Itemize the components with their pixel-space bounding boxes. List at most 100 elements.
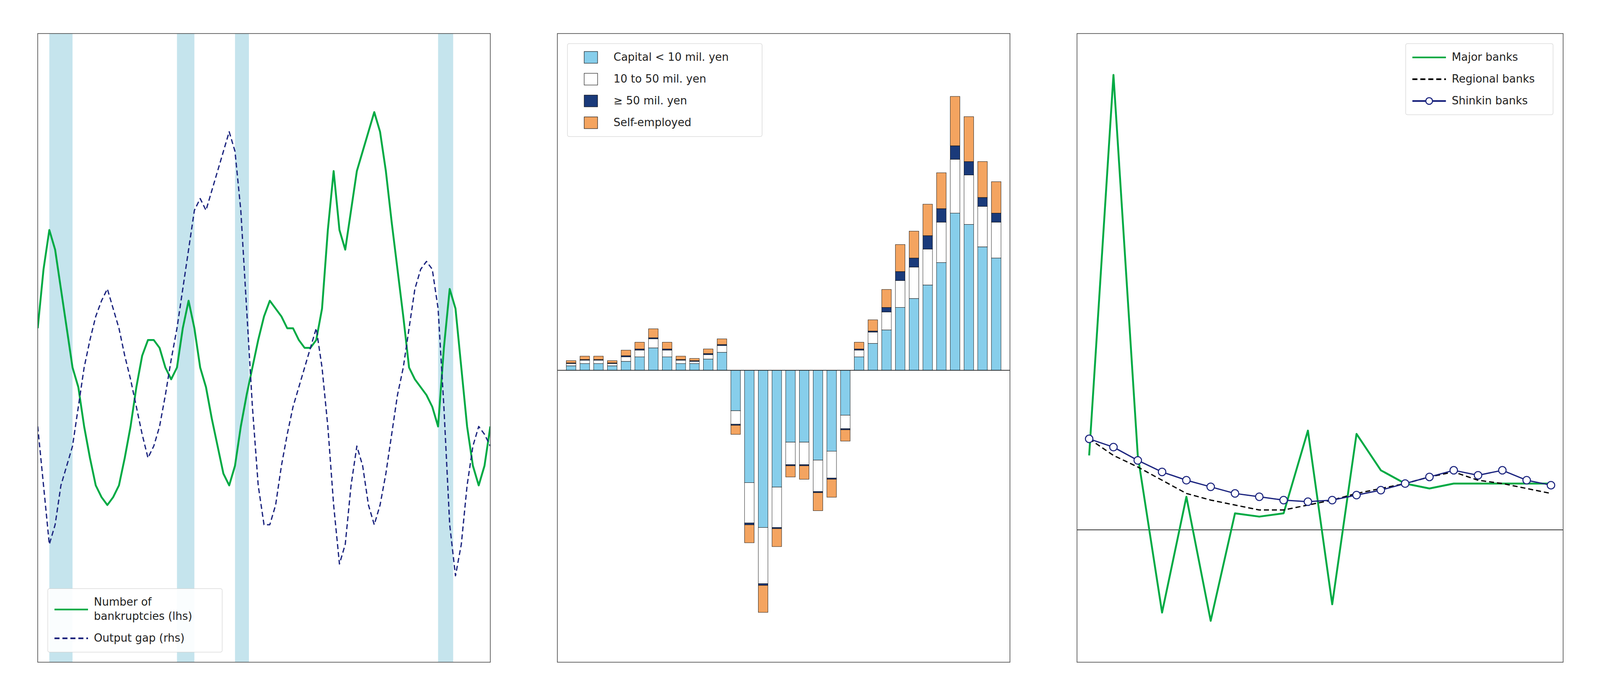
bar-segment: [634, 342, 645, 350]
bar-segment: [744, 482, 755, 523]
bar-segment: [689, 361, 700, 364]
legend-label: Capital < 10 mil. yen: [613, 50, 729, 64]
bar-segment: [758, 585, 768, 613]
bar-segment: [730, 424, 741, 426]
zero-line: [557, 370, 1010, 371]
plot-area: [1077, 75, 1564, 622]
bar-segment: [675, 356, 686, 360]
bar-segment: [840, 415, 851, 429]
bar-segment: [785, 465, 796, 477]
bar-segment: [826, 478, 837, 480]
legend-label: ≥ 50 mil. yen: [613, 94, 688, 107]
bar-segment: [963, 175, 974, 225]
legend: Capital < 10 mil. yen10 to 50 mil. yen≥ …: [567, 43, 763, 137]
legend-swatch: [584, 51, 598, 64]
series-marker: [1425, 473, 1434, 481]
bar-segment: [744, 370, 755, 483]
bar-segment: [840, 429, 851, 442]
legend-line: [54, 637, 89, 640]
legend-label: Regional banks: [1451, 72, 1535, 86]
figure: Number ofbankruptcies (lhs)Output gap (r…: [0, 0, 1600, 697]
legend-swatch: [584, 95, 598, 107]
bar-segment: [908, 258, 919, 267]
series-marker: [1085, 434, 1093, 443]
bar-segment: [566, 365, 576, 371]
bar-segment: [922, 284, 933, 371]
bar-segment: [730, 370, 741, 411]
bar-segment: [717, 352, 727, 371]
bar-segment: [812, 492, 823, 511]
bar-segment: [867, 332, 878, 344]
bar-segment: [593, 356, 604, 360]
bar-segment: [579, 363, 590, 371]
bar-segment: [607, 363, 617, 366]
shaded-region: [235, 33, 249, 663]
bar-segment: [991, 258, 1002, 371]
legend-label: Major banks: [1451, 50, 1518, 64]
bar-segment: [579, 359, 590, 364]
bar-segment: [785, 370, 796, 443]
bar-segment: [895, 271, 906, 281]
bar-segment: [854, 349, 865, 357]
bar-segment: [662, 356, 672, 371]
bar-segment: [854, 349, 865, 351]
bar-segment: [991, 181, 1002, 214]
bar-segment: [744, 522, 755, 525]
bar-segment: [785, 464, 796, 467]
bar-segment: [881, 329, 892, 371]
plot-area: [37, 33, 491, 663]
legend-line: [1412, 78, 1446, 81]
bar-segment: [634, 349, 645, 357]
bar-segment: [717, 339, 727, 345]
bar-segment: [675, 359, 686, 364]
bar-segment: [881, 311, 892, 330]
series-marker: [1279, 496, 1288, 504]
bar-segment: [854, 342, 865, 350]
series-line: [1089, 75, 1551, 622]
series-line: [1089, 438, 1551, 502]
legend-marker: [1425, 97, 1433, 105]
bar-segment: [895, 307, 906, 371]
legend-swatch: [584, 73, 598, 86]
bar-segment: [908, 266, 919, 299]
bar-segment: [648, 337, 659, 340]
bar-segment: [730, 410, 741, 425]
series-line: [37, 112, 491, 506]
bar-segment: [977, 197, 988, 207]
bar-segment: [881, 289, 892, 308]
bar-segment: [607, 365, 617, 371]
bar-segment: [799, 465, 810, 479]
bar-segment: [936, 172, 947, 209]
series-marker: [1449, 466, 1458, 474]
bar-segment: [963, 116, 974, 162]
bar-segment: [812, 460, 823, 492]
panel: Number ofbankruptcies (lhs)Output gap (r…: [37, 33, 491, 663]
panel: Capital < 10 mil. yen10 to 50 mil. yen≥ …: [557, 33, 1010, 663]
panel: Major banks Regional banks Shinkin banks: [1077, 33, 1564, 663]
legend-line: [54, 608, 89, 611]
bar-segment: [648, 328, 659, 338]
series-marker: [1328, 496, 1336, 504]
series-marker: [1474, 471, 1482, 479]
bar-segment: [771, 370, 782, 488]
series-line: [1089, 438, 1551, 511]
bar-segment: [854, 356, 865, 371]
plot-frame: [1077, 33, 1564, 663]
bar-segment: [840, 428, 851, 430]
legend-background: [1405, 43, 1554, 115]
bar-segment: [771, 527, 782, 529]
bar-segment: [758, 527, 768, 584]
bar-segment: [648, 347, 659, 371]
bar-segment: [826, 450, 837, 478]
legend-label: Shinkin banks: [1451, 94, 1528, 107]
bar-segment: [621, 355, 631, 358]
bar-segment: [593, 363, 604, 371]
bar-segment: [621, 349, 631, 356]
bar-segment: [936, 208, 947, 223]
shaded-region: [437, 33, 454, 663]
series-line: [37, 131, 491, 576]
bar-segment: [566, 363, 576, 366]
bar-segment: [579, 356, 590, 360]
legend-label: Self-employed: [613, 116, 692, 129]
legend-background: [47, 588, 223, 653]
